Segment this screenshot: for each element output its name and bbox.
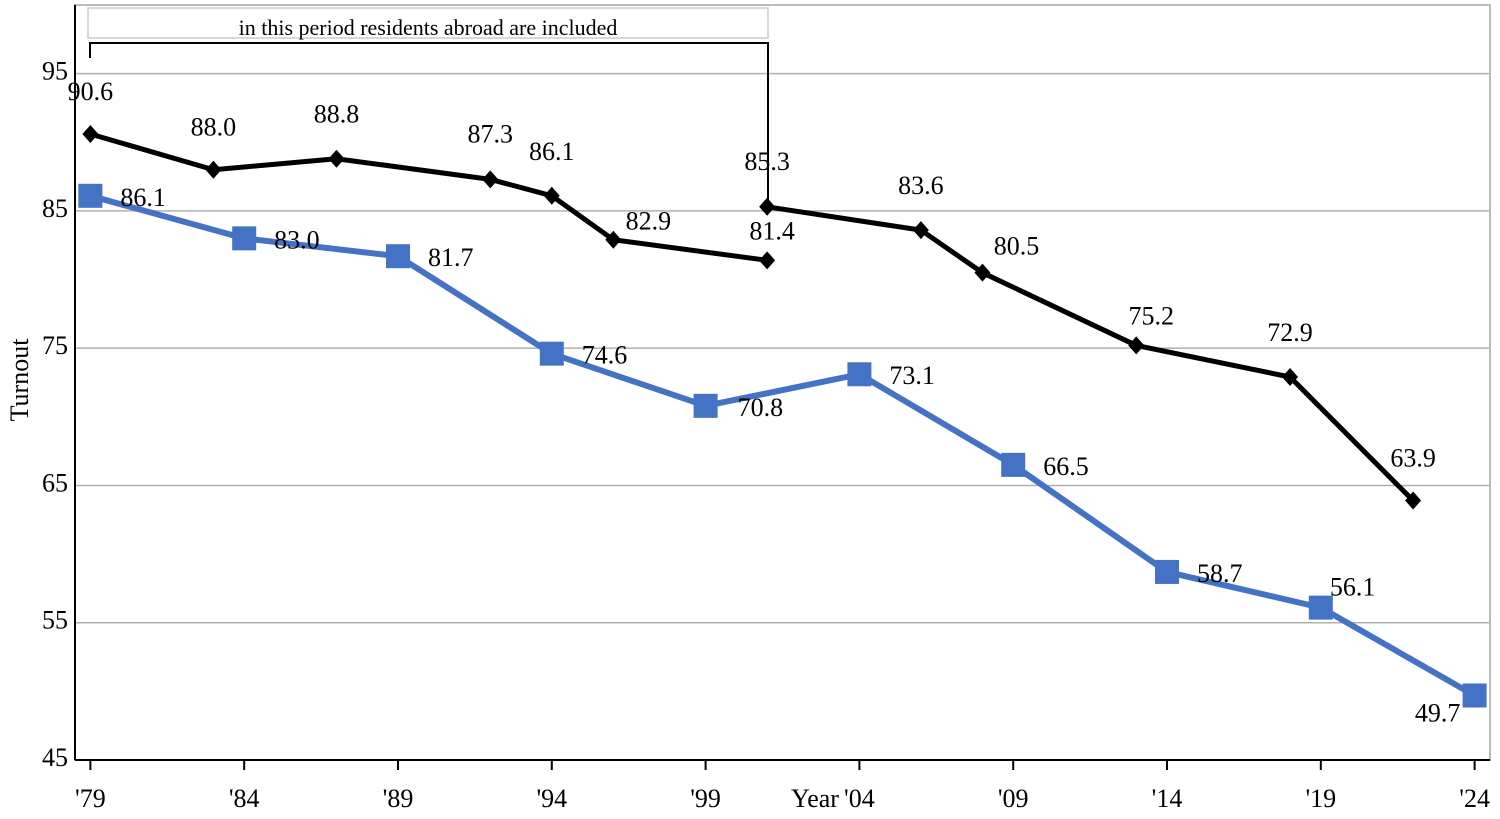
point-marker — [759, 251, 776, 270]
point-marker — [1282, 368, 1299, 387]
x-tick-label: '79 — [75, 784, 106, 813]
point-marker — [1128, 336, 1145, 355]
data-label: 70.8 — [738, 393, 784, 422]
series-line — [89, 192, 1477, 699]
point-marker — [912, 221, 929, 240]
y-tick-label: 95 — [42, 57, 68, 86]
point-marker — [539, 341, 564, 366]
annotation-box — [87, 7, 769, 39]
point-marker — [482, 170, 499, 189]
data-label: 49.7 — [1415, 698, 1461, 727]
point-marker — [1308, 595, 1333, 620]
data-label: 66.5 — [1043, 452, 1089, 481]
x-tick-label: '94 — [536, 784, 567, 813]
x-tick-label: '84 — [229, 784, 260, 813]
point-marker — [328, 149, 345, 168]
y-axis-label: Turnout — [5, 338, 34, 422]
data-label: 83.0 — [274, 225, 320, 254]
annotation-bracket — [89, 42, 769, 205]
x-tick-label: '19 — [1305, 784, 1336, 813]
data-label: 83.6 — [898, 171, 944, 200]
data-label: 58.7 — [1197, 559, 1243, 588]
point-marker — [385, 244, 410, 269]
point-marker — [759, 197, 776, 216]
point-marker — [1155, 559, 1180, 584]
annotation: in this period residents abroad are incl… — [239, 15, 618, 40]
data-label: 87.3 — [468, 119, 514, 148]
point-marker — [974, 263, 991, 282]
x-tick-label: '89 — [383, 784, 414, 813]
data-label: 56.1 — [1330, 573, 1376, 602]
x-tick-label: '99 — [690, 784, 721, 813]
x-tick-label: '24 — [1459, 784, 1490, 813]
point-marker — [543, 186, 560, 205]
x-tick-label: '04 — [844, 784, 875, 813]
x-axis-label: Year — [791, 784, 839, 813]
series-line — [766, 204, 1415, 503]
point-marker — [205, 160, 222, 179]
data-label: 75.2 — [1129, 301, 1175, 330]
point-marker — [1001, 452, 1026, 477]
x-tick-label: '14 — [1152, 784, 1183, 813]
data-label: 63.9 — [1390, 444, 1436, 473]
series-line — [89, 131, 768, 263]
data-label: 88.8 — [314, 100, 360, 129]
point-marker — [1462, 683, 1487, 708]
plot-frame — [74, 4, 1491, 761]
point-marker — [78, 183, 103, 208]
data-label: 88.0 — [191, 113, 237, 142]
x-tick-label: '09 — [998, 784, 1029, 813]
point-marker — [847, 362, 872, 387]
data-label: 72.9 — [1267, 318, 1313, 347]
point-marker — [605, 230, 622, 249]
point-marker — [693, 393, 718, 418]
data-label: 86.1 — [120, 183, 166, 212]
data-label: 90.6 — [68, 77, 114, 106]
data-label: 82.9 — [626, 207, 672, 236]
point-marker — [1405, 491, 1422, 510]
data-label: 74.6 — [582, 341, 628, 370]
y-tick-label: 75 — [42, 331, 68, 360]
data-label: 80.5 — [994, 232, 1040, 261]
y-tick-label: 45 — [42, 743, 68, 772]
data-label: 81.7 — [428, 243, 474, 272]
y-tick-label: 55 — [42, 606, 68, 635]
point-marker — [232, 226, 257, 251]
data-label: 85.3 — [744, 147, 790, 176]
data-label: 86.1 — [529, 137, 575, 166]
y-tick-label: 65 — [42, 468, 68, 497]
point-marker — [82, 125, 99, 144]
data-label: 81.4 — [749, 216, 795, 245]
y-tick-label: 85 — [42, 194, 68, 223]
data-label: 73.1 — [889, 361, 935, 390]
